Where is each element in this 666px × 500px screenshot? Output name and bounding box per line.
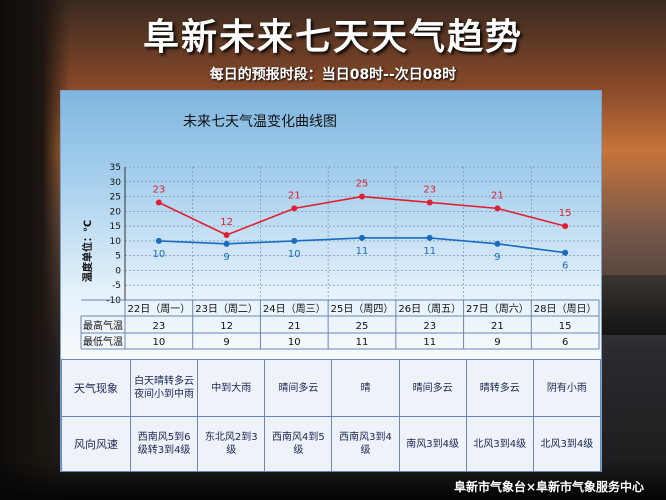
weather-row: 天气现象 白天晴转多云夜间小到中雨 中到大雨 晴间多云 晴 晴间多云 晴转多云 …	[61, 359, 602, 417]
high-temp-data-label: 23	[152, 184, 165, 195]
high-temp-point	[291, 205, 298, 212]
weather-cell: 阴有小雨	[532, 359, 602, 417]
y-tick-label: 0	[115, 266, 121, 276]
y-tick-label: 20	[110, 207, 122, 217]
high-temp-data-label: 23	[423, 184, 436, 195]
low-temp-data-label: 11	[356, 246, 369, 257]
low-temp-point	[494, 240, 501, 247]
high-temp-data-label: 21	[288, 190, 301, 201]
wind-cell: 北风3到4级	[465, 416, 534, 472]
x-category-label: 26日（周五）	[398, 303, 461, 315]
high-temp-data-label: 12	[220, 217, 233, 228]
high-temp-point	[359, 193, 365, 200]
background-city-silhouette	[596, 275, 666, 335]
low-temp-cell: 9	[494, 337, 500, 348]
y-tick-label: 5	[115, 252, 121, 262]
low-temp-cell: 10	[288, 337, 301, 348]
high-temp-row-label: 最高气温	[83, 319, 123, 332]
weather-table: 天气现象 白天晴转多云夜间小到中雨 中到大雨 晴间多云 晴 晴间多云 晴转多云 …	[61, 359, 602, 472]
low-temp-row-label: 最低气温	[83, 335, 123, 348]
high-temp-cell: 12	[220, 321, 233, 332]
high-temp-data-label: 15	[559, 208, 572, 219]
weather-cell: 中到大雨	[197, 359, 266, 417]
x-category-label: 24日（周三）	[263, 303, 326, 315]
high-temp-cell: 21	[491, 321, 504, 332]
x-category-label: 27日（周六）	[466, 303, 529, 315]
low-temp-data-label: 9	[223, 252, 229, 263]
low-temp-cell: 9	[223, 337, 229, 348]
low-temp-data-label: 10	[152, 249, 165, 260]
y-tick-label: 15	[110, 222, 121, 232]
chart-area: 未来七天气温变化曲线图 温度单位：℃ -10 -5 0 5 10 15 20 25 30 35 2…	[61, 91, 601, 359]
wind-cell: 西南风5到6级转3到4级	[129, 416, 199, 472]
page-title: 阜新未来七天天气趋势	[142, 17, 523, 58]
x-category-label: 25日（周四）	[331, 303, 394, 315]
footer-credit: 阜新市气象台×阜新市气象服务中心	[453, 480, 644, 494]
low-temp-point	[562, 249, 569, 256]
high-temp-data-label: 25	[356, 179, 369, 190]
high-temp-point	[155, 199, 162, 206]
low-temp-point	[291, 237, 298, 244]
low-temp-point	[426, 234, 433, 241]
forecast-panel: 未来七天气温变化曲线图 温度单位：℃ -10 -5 0 5 10 15 20 25 30 35 2…	[60, 90, 602, 472]
weather-cell: 晴转多云	[465, 359, 534, 417]
low-temp-cell: 10	[152, 337, 165, 348]
x-category-label: 28日（周日）	[534, 303, 597, 315]
weather-cell: 晴	[331, 359, 400, 417]
low-temp-data-label: 9	[494, 252, 500, 263]
high-temp-cell: 25	[356, 321, 369, 332]
low-temp-data-label: 6	[562, 261, 568, 272]
x-category-label: 22日（周一）	[127, 303, 190, 315]
low-temp-point	[359, 234, 365, 241]
high-temp-cell: 23	[152, 321, 165, 332]
low-temp-cell: 11	[356, 337, 369, 348]
high-temp-point	[426, 199, 433, 206]
wind-cell: 西南风4到5级	[264, 416, 333, 472]
weather-cell: 晴间多云	[398, 359, 467, 417]
high-temp-cell: 21	[288, 321, 301, 332]
weather-cell: 晴间多云	[264, 359, 333, 417]
y-tick-label: -10	[106, 296, 121, 306]
high-temp-line	[158, 195, 566, 236]
high-temp-cell: 15	[559, 321, 572, 332]
wind-cell: 东北风2到3级	[197, 416, 266, 472]
high-temp-point	[494, 205, 501, 212]
wind-row-label: 风向风速	[61, 416, 131, 472]
low-temp-cell: 6	[562, 337, 568, 348]
low-temp-cell: 11	[423, 337, 436, 348]
low-temp-point	[223, 240, 230, 247]
high-temp-cell: 23	[423, 321, 436, 332]
low-temp-data-label: 10	[288, 249, 301, 260]
y-tick-label: -5	[112, 281, 121, 291]
y-axis-label: 温度单位：℃	[81, 220, 94, 282]
weather-row-label: 天气现象	[61, 359, 131, 417]
high-temp-point	[562, 223, 569, 230]
high-temp-data-label: 21	[491, 190, 504, 201]
temperature-chart: 未来七天气温变化曲线图 温度单位：℃ -10 -5 0 5 10 15 20 25 30 35 2…	[80, 114, 600, 350]
forecast-period-subtitle: 每日的预报时段：当日08时--次日08时	[209, 67, 457, 83]
y-tick-label: 30	[110, 178, 122, 188]
y-tick-label: 10	[110, 237, 122, 247]
low-temp-data-label: 11	[423, 246, 436, 257]
low-temp-point	[155, 237, 162, 244]
x-category-label: 23日（周二）	[195, 303, 258, 315]
weather-cell: 白天晴转多云夜间小到中雨	[129, 359, 199, 417]
chart-title: 未来七天气温变化曲线图	[183, 114, 337, 130]
wind-row: 风向风速 西南风5到6级转3到4级 东北风2到3级 西南风4到5级 西南风3到4…	[61, 416, 602, 472]
background-tree-silhouette	[0, 0, 70, 500]
wind-cell: 南风3到4级	[398, 416, 467, 472]
y-tick-label: 25	[110, 193, 121, 203]
high-temp-point	[223, 231, 230, 238]
wind-cell: 西南风3到4级	[331, 416, 400, 472]
wind-cell: 北风3到4级	[532, 416, 602, 472]
y-tick-label: 35	[110, 163, 121, 173]
